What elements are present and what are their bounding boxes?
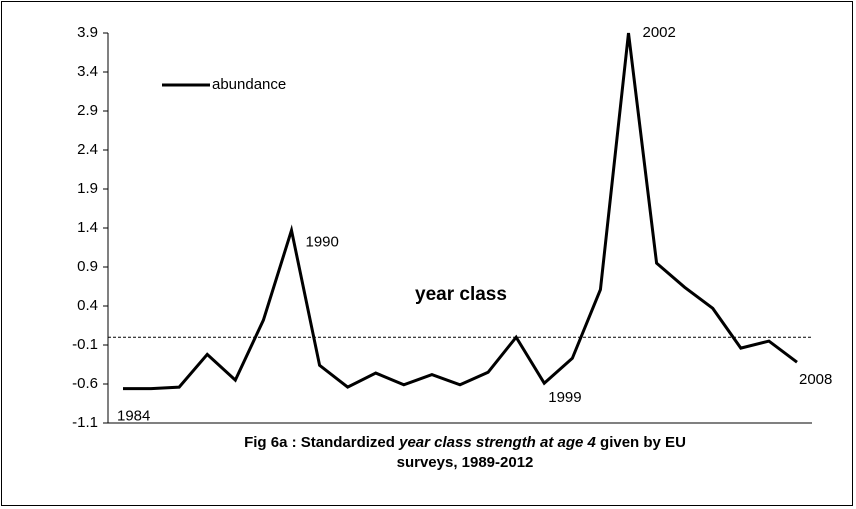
title-part: year class strength at age 4 [398, 434, 596, 451]
legend-label: abundance [212, 76, 286, 93]
y-tick-label: -1.1 [72, 414, 98, 431]
annotation: year class [415, 284, 507, 305]
y-tick-label: 2.9 [77, 102, 98, 119]
y-tick-label: 0.4 [77, 297, 98, 314]
line [123, 32, 798, 391]
title-part: Fig 6a : Standardized [244, 434, 399, 451]
y-tick-label: 3.4 [77, 63, 98, 80]
y-tick-label: 0.9 [77, 258, 98, 275]
point-label: 2008 [799, 371, 832, 388]
point-label: 2002 [643, 24, 676, 41]
y-tick-label: 1.4 [77, 219, 98, 236]
y-tick-label: -0.6 [72, 375, 98, 392]
title-part: given by EU [596, 434, 686, 451]
point-label: 1999 [548, 389, 581, 406]
chart-title: Fig 6a : Standardized year class strengt… [244, 434, 686, 451]
point-label: 1990 [306, 233, 339, 250]
chart-title: surveys, 1989-2012 [397, 454, 534, 471]
y-tick-label: 3.9 [77, 24, 98, 41]
y-tick-label: 1.9 [77, 180, 98, 197]
point-label: 1984 [117, 408, 150, 425]
y-tick-label: -0.1 [72, 336, 98, 353]
y-tick-label: 2.4 [77, 141, 98, 158]
